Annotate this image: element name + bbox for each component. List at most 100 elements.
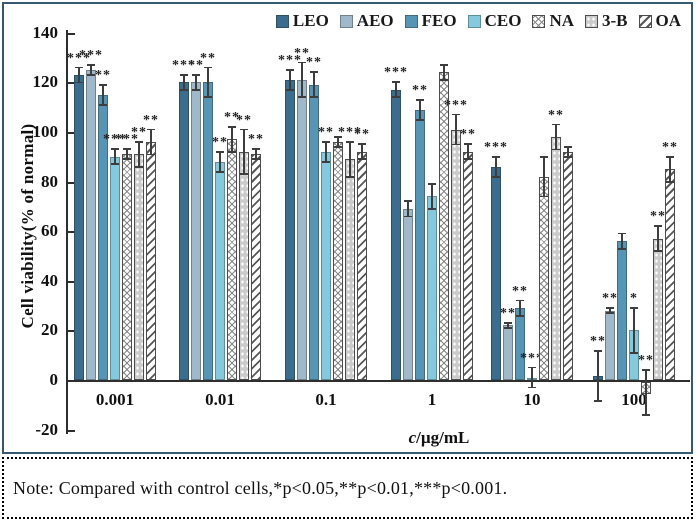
error-bar-cap-bottom: [252, 158, 260, 161]
error-bar-line: [78, 67, 80, 83]
bar-FEO-10: [515, 308, 525, 380]
sig-stars: **: [248, 132, 264, 148]
error-bar-line: [431, 184, 433, 209]
error-bar-cap-bottom: [135, 165, 143, 168]
error-bar-cap-top: [642, 369, 650, 371]
x-tick-label: 0.001: [95, 390, 135, 409]
bar-LEO-0.01: [179, 82, 189, 380]
bar-AEO-100: [605, 310, 615, 380]
error-bar-line: [183, 74, 185, 90]
error-bar-cap-top: [111, 148, 119, 151]
y-tick-label: 140: [32, 22, 59, 42]
error-bar-cap-bottom: [286, 89, 294, 91]
error-bar-cap-bottom: [504, 327, 512, 329]
error-bar-cap-bottom: [228, 151, 236, 153]
error-bar-cap-top: [252, 148, 260, 151]
error-bar-cap-bottom: [192, 89, 200, 91]
bar-LEO-0.001: [74, 74, 84, 380]
error-bar-line: [669, 156, 671, 182]
y-tick: [68, 330, 75, 333]
chart-frame: LEO AEO FEO CEO NA 3-B OA -20 0 20 40 60 80 100 120 14…: [2, 2, 693, 454]
sig-stars: **: [548, 107, 564, 123]
sig-stars: **: [590, 334, 606, 350]
legend-swatch-icon: [532, 14, 546, 28]
sig-stars: **: [200, 50, 216, 66]
error-bar-line: [219, 151, 221, 172]
bar-OA-0.001: [146, 141, 156, 380]
sig-stars: ***: [484, 139, 508, 155]
y-tick: [68, 132, 75, 134]
sig-stars: **: [460, 127, 476, 143]
error-bar-cap-bottom: [298, 96, 306, 99]
error-bar-cap-bottom: [392, 96, 400, 99]
sig-stars: **: [188, 57, 204, 73]
y-tick: [68, 82, 75, 85]
error-bar-cap-bottom: [358, 158, 366, 161]
error-bar-cap-top: [346, 140, 354, 143]
error-bar-line: [567, 146, 569, 157]
bar-CEO-1: [427, 196, 437, 380]
x-tick-label: 0.01: [205, 390, 235, 409]
bar-3-B-0.01: [239, 151, 249, 380]
error-bar-cap-top: [564, 145, 572, 148]
legend-item-AEO: AEO: [339, 11, 394, 31]
error-bar-line: [519, 300, 521, 316]
error-bar-line: [231, 127, 233, 152]
sig-stars: ***: [172, 57, 196, 73]
sig-stars: **: [224, 110, 240, 126]
error-bar-cap-top: [192, 73, 200, 76]
error-bar-cap-top: [452, 113, 460, 116]
error-bar-cap-top: [666, 155, 674, 158]
error-bar-line: [150, 129, 152, 155]
error-bar-cap-top: [516, 299, 524, 302]
y-tick-label: -20: [35, 419, 58, 439]
y-tick-label: 0: [49, 370, 59, 389]
error-bar-line: [114, 149, 116, 165]
error-bar-cap-bottom: [440, 79, 448, 81]
bar-OA-10: [563, 151, 573, 380]
sig-stars: **: [650, 209, 666, 225]
error-bar-line: [507, 322, 509, 328]
legend-label: 3-B: [602, 11, 628, 30]
error-bar-line: [443, 65, 445, 80]
bar-3-B-0.001: [134, 154, 144, 380]
error-bar-cap-bottom: [528, 386, 536, 389]
error-bar-cap-top: [334, 135, 342, 138]
error-bar-line: [313, 72, 315, 98]
sig-stars: **: [602, 291, 618, 307]
legend-label: FEO: [421, 11, 457, 30]
sig-stars: **: [318, 124, 334, 140]
sig-stars: **: [512, 283, 528, 299]
x-axis-title-symbol: c: [408, 428, 417, 447]
legend-label: LEO: [292, 11, 329, 30]
sig-stars: *: [630, 291, 638, 307]
error-bar-cap-top: [428, 183, 436, 185]
sig-stars: **: [143, 112, 159, 128]
error-bar-line: [531, 367, 533, 388]
error-bar-cap-top: [123, 148, 131, 151]
error-bar-cap-top: [630, 307, 638, 309]
error-bar-cap-top: [606, 307, 614, 309]
error-bar-cap-bottom: [464, 158, 472, 161]
error-bar-line: [543, 156, 545, 197]
sig-stars: **: [294, 45, 310, 61]
y-axis-title: Cell viability(% of normal): [18, 123, 37, 329]
bar-OA-0.1: [357, 151, 367, 380]
sig-stars: **: [131, 124, 147, 140]
error-bar-cap-top: [528, 366, 536, 369]
error-bar-cap-top: [322, 140, 330, 143]
error-bar-cap-top: [286, 69, 294, 71]
error-bar-cap-top: [135, 140, 143, 143]
error-bar-line: [138, 141, 140, 167]
bar-3-B-10: [551, 136, 561, 380]
bar-NA-0.1: [333, 141, 343, 380]
error-bar-line: [495, 156, 497, 177]
y-tick-label: 100: [32, 122, 59, 141]
y-tick-label: 20: [41, 320, 58, 340]
error-bar-cap-bottom: [654, 250, 662, 253]
sig-stars: **: [638, 353, 654, 369]
error-bar-line: [90, 65, 92, 75]
sig-stars: ***: [278, 53, 302, 68]
bar-CEO-0.001: [110, 156, 120, 380]
